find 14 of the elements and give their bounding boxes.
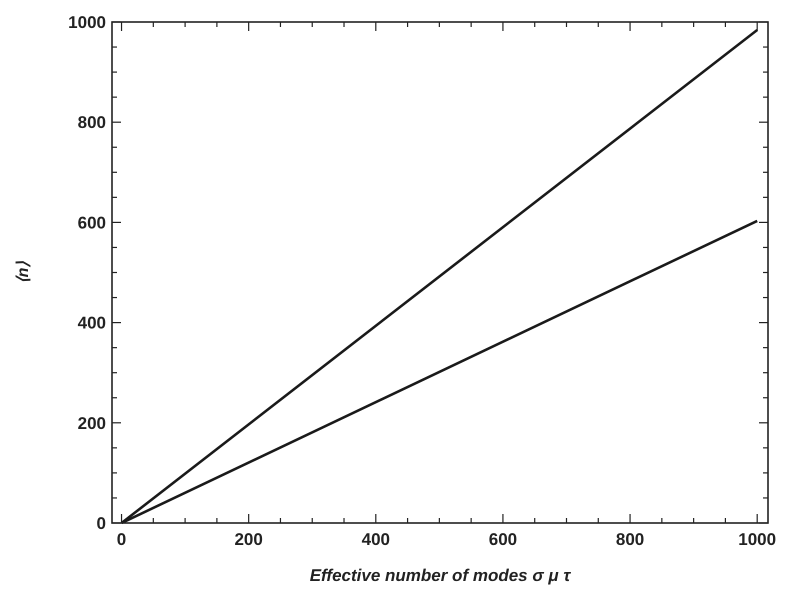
y-tick-label: 1000 [68,12,106,32]
y-tick-label: 0 [96,514,106,533]
x-tick-label: 200 [234,530,263,549]
x-axis-title: Effective number of modes σ μ τ [310,566,572,585]
y-tick-label: 200 [78,414,106,433]
x-tick-label: 800 [616,530,644,549]
x-tick-label: 600 [488,530,518,549]
y-tick-label: 600 [78,213,106,232]
y-axis-title: ⟨n⟩ [15,260,32,284]
x-tick-label: 1000 [738,530,776,549]
y-tick-label: 400 [78,314,106,333]
x-tick-label: 0 [116,530,126,549]
x-tick-label: 400 [362,530,390,549]
y-tick-label: 800 [78,113,106,132]
